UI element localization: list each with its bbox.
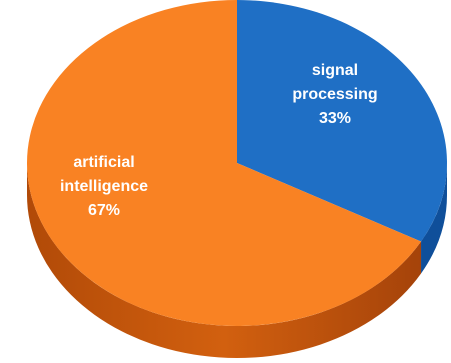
slice-label-line: artificial: [73, 154, 134, 171]
slice-label-signal-processing: signal processing 33%: [292, 62, 377, 127]
pie-slices: [26, 0, 447, 326]
slice-label-line: 67%: [88, 202, 120, 219]
slice-label-artificial-intelligence: artificial intelligence 67%: [60, 154, 148, 219]
slice-label-line: signal: [312, 62, 358, 79]
slice-label-line: 33%: [319, 110, 351, 127]
pie-sides: [26, 163, 447, 359]
slice-labels: signal processing 33% artificial intelligenc…: [60, 62, 378, 219]
slice-label-line: processing: [292, 86, 377, 103]
pie-slice-artificial-intelligence: [26, 0, 422, 326]
slice-label-line: intelligence: [60, 178, 148, 195]
pie-side-signal-processing: [421, 163, 447, 274]
pie-side-artificial-intelligence: [26, 163, 422, 359]
pie-slice-signal-processing: [237, 0, 447, 242]
